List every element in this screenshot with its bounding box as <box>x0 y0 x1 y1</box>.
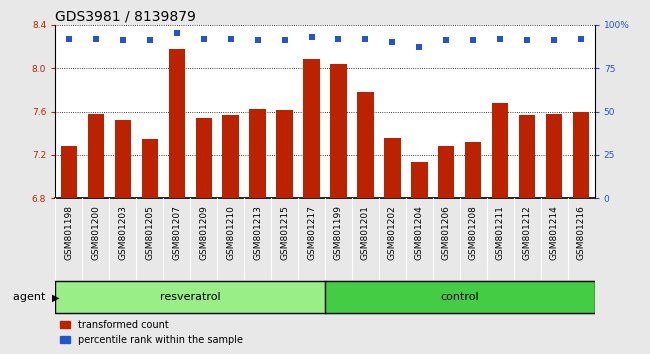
Bar <box>573 112 590 198</box>
Point <box>226 36 236 41</box>
Bar <box>384 137 400 198</box>
Point <box>64 36 74 41</box>
Point <box>441 38 452 43</box>
Bar <box>492 103 508 198</box>
Bar <box>60 146 77 198</box>
Text: control: control <box>441 292 479 302</box>
Point <box>306 34 317 40</box>
Text: GSM801216: GSM801216 <box>577 205 586 259</box>
Point <box>549 38 560 43</box>
Bar <box>88 114 104 198</box>
Point <box>414 45 424 50</box>
Text: GSM801206: GSM801206 <box>442 205 451 259</box>
Text: GSM801205: GSM801205 <box>145 205 154 259</box>
Text: GDS3981 / 8139879: GDS3981 / 8139879 <box>55 10 196 24</box>
Bar <box>330 64 346 198</box>
Point <box>90 36 101 41</box>
Legend: transformed count, percentile rank within the sample: transformed count, percentile rank withi… <box>60 320 242 345</box>
Bar <box>196 118 212 198</box>
Text: GSM801203: GSM801203 <box>118 205 127 259</box>
Point <box>360 36 370 41</box>
Bar <box>142 139 158 198</box>
Text: GSM801217: GSM801217 <box>307 205 316 259</box>
Point <box>576 36 586 41</box>
Bar <box>411 162 428 198</box>
Point <box>333 36 344 41</box>
Text: GSM801210: GSM801210 <box>226 205 235 259</box>
Bar <box>222 115 239 198</box>
Bar <box>519 115 536 198</box>
Text: GSM801215: GSM801215 <box>280 205 289 259</box>
Text: resveratrol: resveratrol <box>160 292 220 302</box>
Text: GSM801202: GSM801202 <box>388 205 397 259</box>
Point <box>198 36 209 41</box>
Bar <box>465 142 482 198</box>
Text: GSM801207: GSM801207 <box>172 205 181 259</box>
Text: GSM801212: GSM801212 <box>523 205 532 259</box>
Point <box>387 39 398 45</box>
Bar <box>168 48 185 198</box>
Text: GSM801204: GSM801204 <box>415 205 424 259</box>
Point <box>144 38 155 43</box>
Text: GSM801199: GSM801199 <box>334 205 343 260</box>
Bar <box>55 281 325 313</box>
Text: GSM801213: GSM801213 <box>253 205 262 259</box>
Bar <box>276 110 292 198</box>
Bar <box>250 109 266 198</box>
Text: GSM801201: GSM801201 <box>361 205 370 259</box>
Bar <box>438 146 454 198</box>
Bar <box>114 120 131 198</box>
Point <box>118 38 128 43</box>
Text: agent: agent <box>13 292 49 302</box>
Point <box>252 38 263 43</box>
Point <box>172 30 182 36</box>
Text: GSM801198: GSM801198 <box>64 205 73 260</box>
Bar <box>358 92 374 198</box>
Text: GSM801200: GSM801200 <box>91 205 100 259</box>
Point <box>522 38 532 43</box>
Point <box>280 38 290 43</box>
Point <box>495 36 506 41</box>
Text: GSM801208: GSM801208 <box>469 205 478 259</box>
Text: GSM801211: GSM801211 <box>496 205 505 259</box>
Text: GSM801214: GSM801214 <box>550 205 559 259</box>
Text: GSM801209: GSM801209 <box>199 205 208 259</box>
Bar <box>304 59 320 198</box>
Bar <box>325 281 595 313</box>
Point <box>468 38 478 43</box>
Bar <box>546 114 562 198</box>
Text: ▶: ▶ <box>52 292 60 302</box>
